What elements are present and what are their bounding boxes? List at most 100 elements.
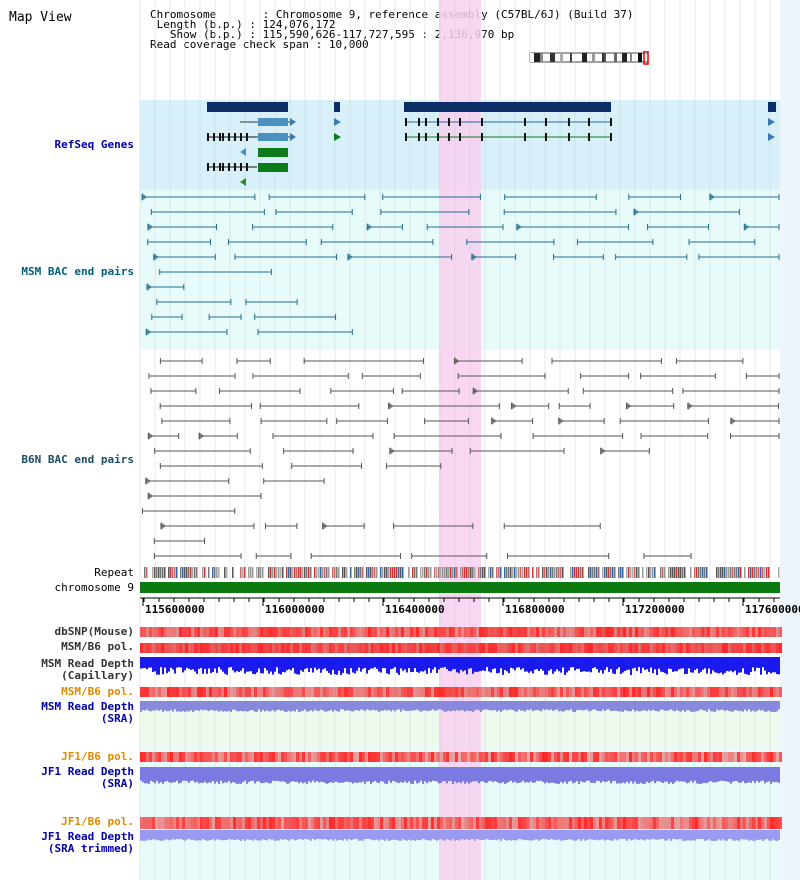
heat-cell — [695, 627, 698, 637]
depth-bar — [762, 701, 764, 711]
depth-bar — [304, 657, 306, 669]
heat-cell — [446, 627, 449, 637]
heat-cell — [761, 817, 764, 829]
repeat-mark — [316, 567, 318, 578]
heat-cell — [722, 687, 725, 697]
depth-bar — [240, 767, 242, 784]
heat-cell — [164, 627, 167, 637]
heat-cell — [575, 687, 578, 697]
depth-bar — [386, 701, 388, 711]
heat-cell — [554, 817, 557, 829]
depth-bar — [308, 657, 310, 673]
info-show-label: Show (b.p.) — [169, 28, 243, 41]
depth-bar — [728, 657, 730, 672]
depth-bar — [326, 657, 328, 671]
repeat-mark — [594, 567, 596, 578]
heat-cell — [584, 817, 587, 829]
depth-bar — [462, 830, 464, 840]
heat-cell — [725, 817, 728, 829]
depth-bar — [482, 830, 484, 840]
heat-cell — [743, 752, 746, 762]
depth-bar — [706, 701, 708, 712]
heat-cell — [449, 687, 452, 697]
depth-bar — [242, 657, 244, 669]
depth-bar — [376, 657, 378, 669]
depth-bar — [606, 701, 608, 710]
heat-cell — [548, 752, 551, 762]
heat-cell — [467, 687, 470, 697]
heat-cell — [194, 643, 197, 653]
depth-bar — [502, 701, 504, 711]
depth-bar — [524, 701, 526, 712]
heat-cell — [767, 687, 770, 697]
heat-cell — [674, 643, 677, 653]
heat-cell — [707, 643, 710, 653]
depth-bar — [588, 830, 590, 840]
depth-bar — [148, 701, 150, 711]
depth-bar — [472, 657, 474, 674]
depth-bar — [720, 830, 722, 841]
heat-cell — [761, 687, 764, 697]
depth-bar — [756, 657, 758, 668]
depth-bar — [496, 830, 498, 841]
heat-cell — [500, 627, 503, 637]
repeat-mark — [740, 567, 742, 578]
depth-bar — [384, 830, 386, 841]
depth-bar — [616, 657, 618, 670]
repeat-mark — [448, 567, 450, 578]
heat-cell — [674, 752, 677, 762]
depth-bar — [182, 830, 184, 841]
heat-cell — [725, 627, 728, 637]
b6n-bac-label: B6N BAC end pairs — [21, 453, 134, 466]
depth-bar — [536, 830, 538, 840]
heat-cell — [239, 687, 242, 697]
depth-bar — [770, 657, 772, 674]
repeat-mark — [388, 567, 390, 578]
depth-bar — [288, 830, 290, 841]
depth-bar — [456, 701, 458, 711]
depth-bar — [280, 830, 282, 840]
depth-bar — [646, 701, 648, 712]
depth-bar — [154, 767, 156, 784]
heat-cell — [467, 643, 470, 653]
heat-cell — [578, 643, 581, 653]
heat-cell — [758, 752, 761, 762]
depth-bar — [238, 657, 240, 672]
depth-bar — [278, 830, 280, 841]
depth-bar — [372, 767, 374, 783]
depth-bar — [180, 767, 182, 783]
heat-cell — [386, 817, 389, 829]
depth-bar — [504, 701, 506, 710]
repeat-mark — [370, 567, 372, 578]
heat-cell — [191, 643, 194, 653]
depth-bar — [366, 767, 368, 782]
heat-cell — [530, 752, 533, 762]
depth-bar — [424, 767, 426, 782]
heat-cell — [626, 817, 629, 829]
depth-bar — [300, 657, 302, 671]
depth-bar — [526, 701, 528, 710]
repeat-mark — [390, 567, 392, 578]
depth-bar — [670, 830, 672, 841]
heat-cell — [347, 687, 350, 697]
heat-cell — [284, 752, 287, 762]
heat-cell — [350, 687, 353, 697]
depth-bar — [338, 657, 340, 671]
depth-bar — [674, 767, 676, 783]
heat-cell — [497, 752, 500, 762]
heat-cell — [713, 643, 716, 653]
depth-bar — [286, 657, 288, 671]
heat-cell — [464, 752, 467, 762]
depth-bar — [514, 701, 516, 712]
gene-exon — [222, 163, 224, 171]
depth-bar — [600, 657, 602, 671]
depth-bar — [216, 701, 218, 711]
chromosome-ideogram[interactable] — [528, 51, 658, 65]
repeat-mark — [276, 567, 278, 578]
heat-cell — [443, 752, 446, 762]
heat-cell — [716, 627, 719, 637]
heat-cell — [371, 687, 374, 697]
heat-cell — [755, 627, 758, 637]
heat-cell — [569, 687, 572, 697]
depth-bar — [772, 657, 774, 673]
